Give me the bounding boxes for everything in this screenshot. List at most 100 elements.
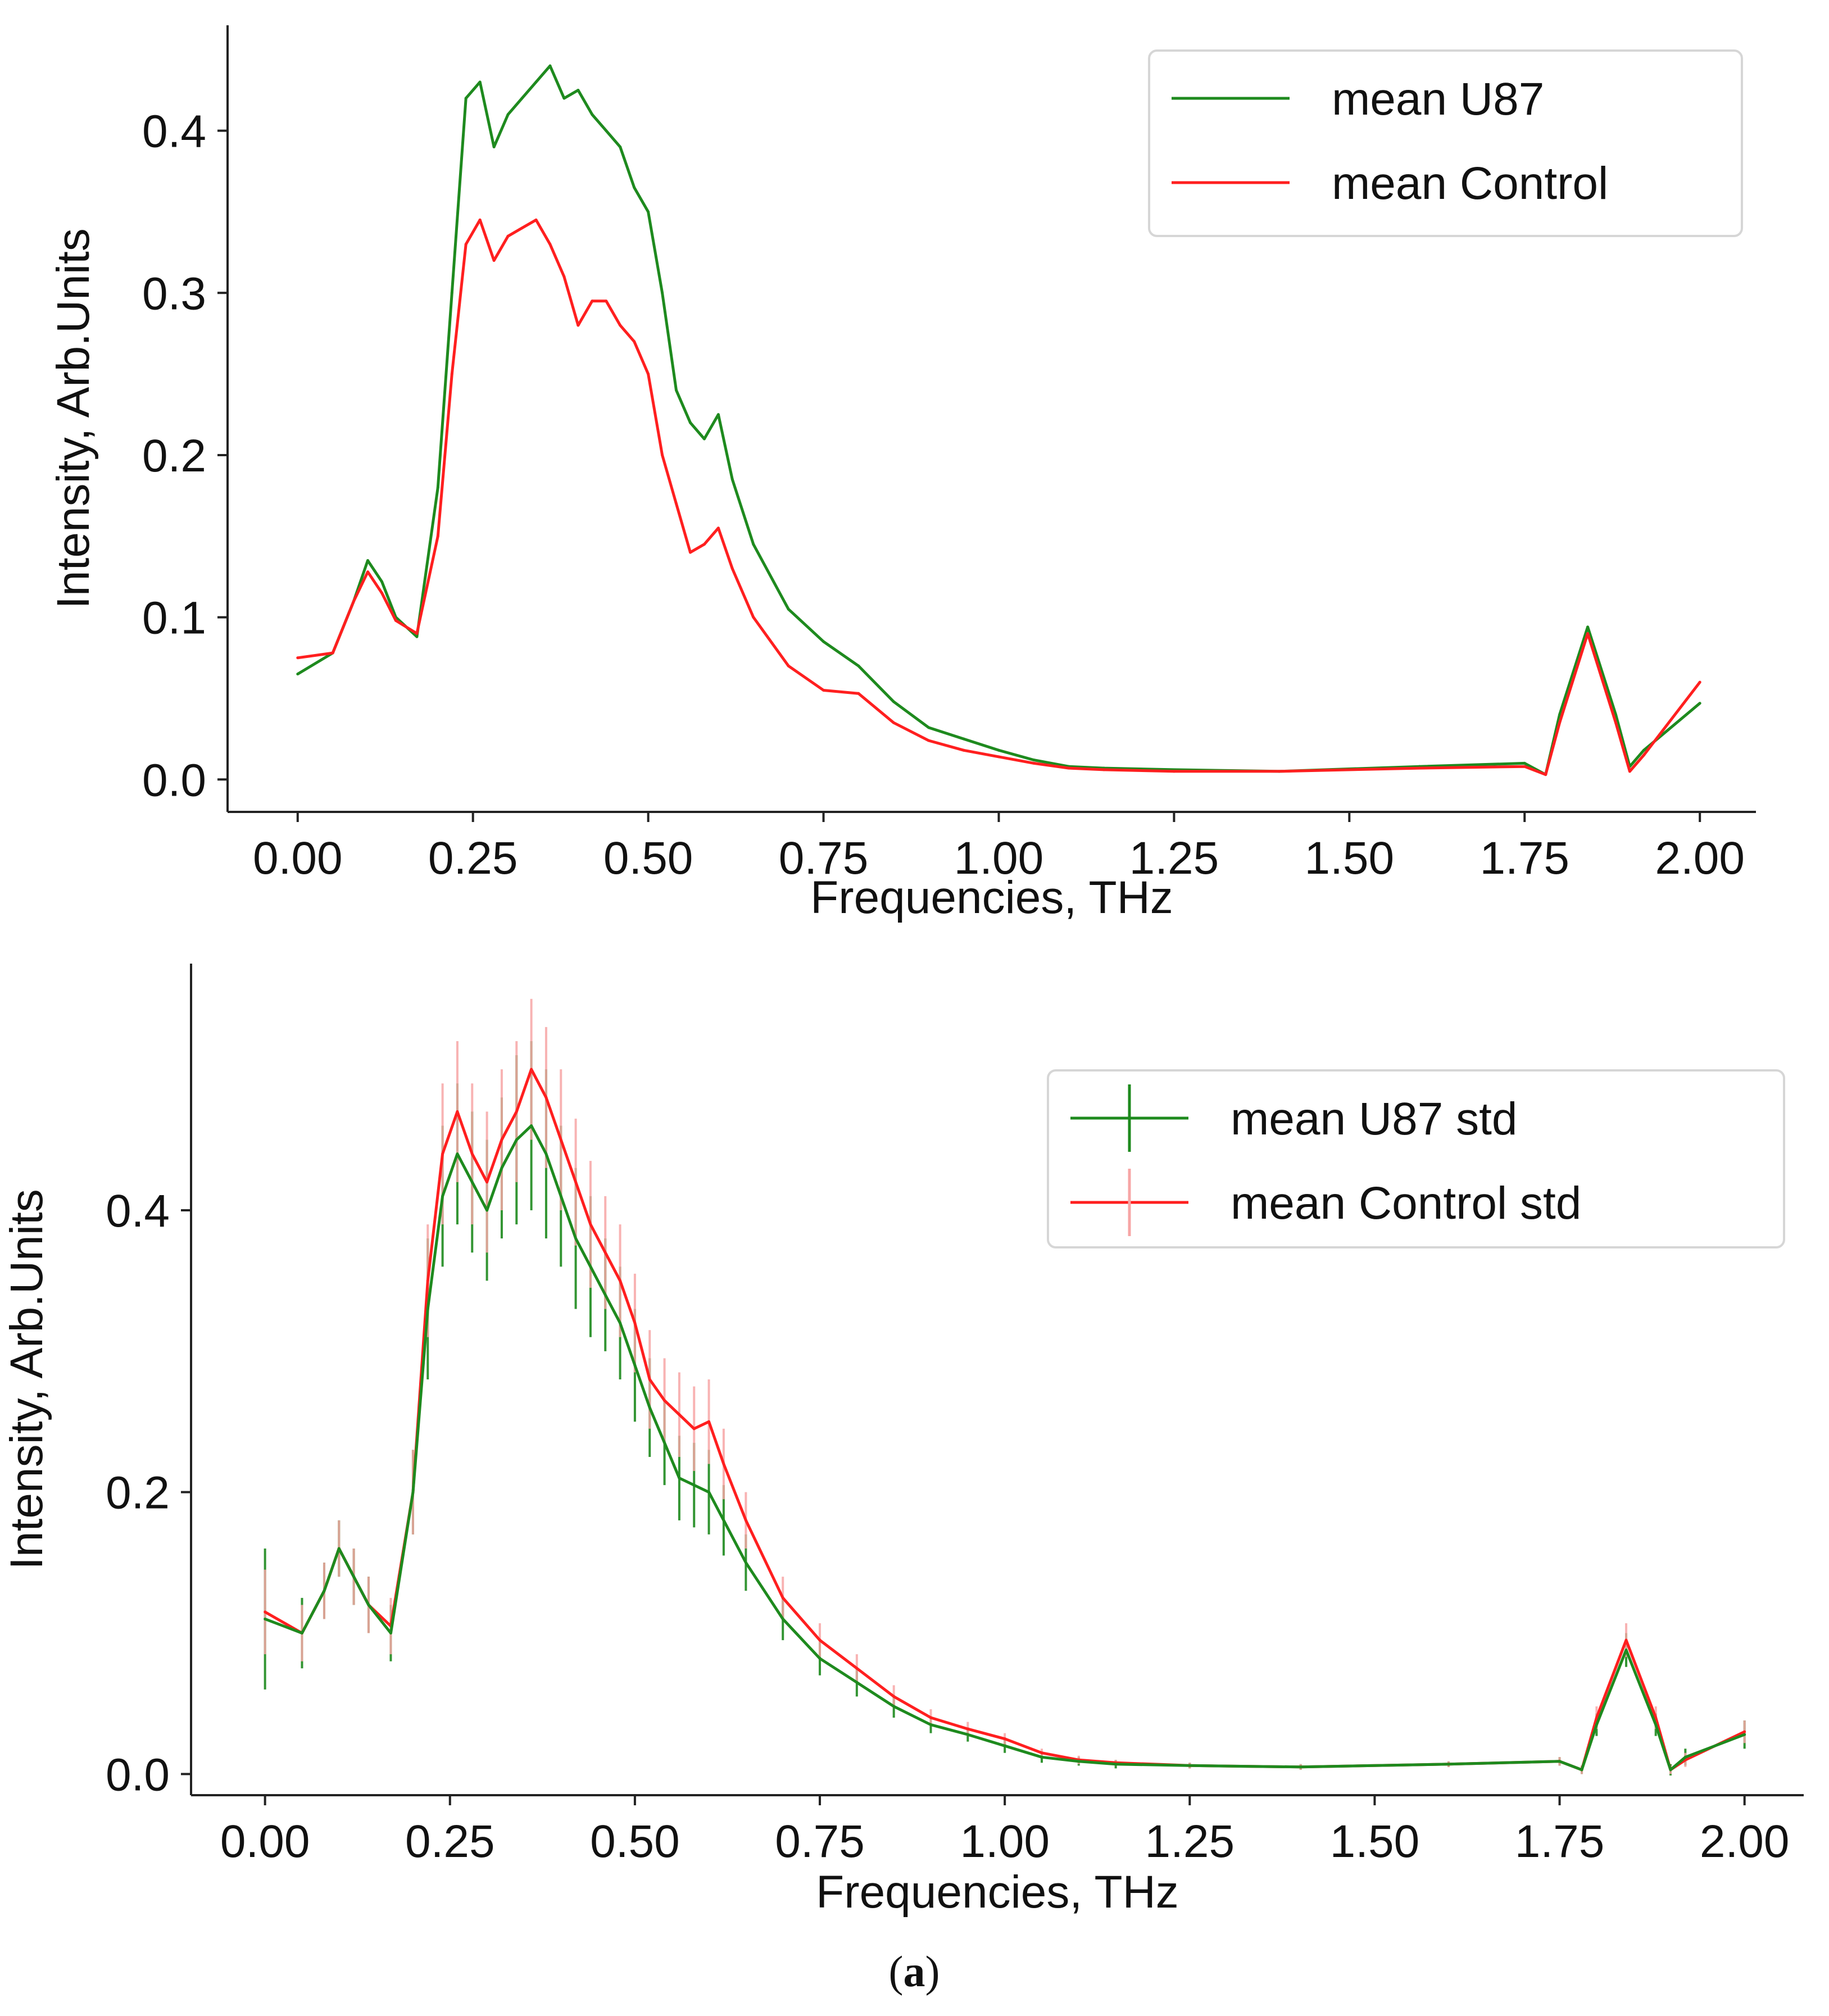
data-point bbox=[1642, 748, 1645, 752]
data-point bbox=[367, 1603, 370, 1606]
data-point bbox=[892, 1695, 896, 1698]
data-point bbox=[1077, 1760, 1081, 1763]
data-point bbox=[647, 210, 650, 214]
legend-box bbox=[1148, 49, 1743, 237]
x-axis-label: Frequencies, THz bbox=[810, 872, 1173, 923]
data-point bbox=[1040, 1751, 1043, 1755]
data-point bbox=[1614, 721, 1617, 724]
data-point bbox=[352, 600, 356, 603]
x-tick-label: 0.00 bbox=[220, 1816, 310, 1867]
data-point bbox=[366, 570, 370, 574]
chart-bottom: 0.00 0.25 0.50 0.75 1.00 1.25 1.50 1.75 2.00 0.0 0… bbox=[1, 964, 1804, 1918]
data-point bbox=[1032, 759, 1036, 762]
data-point bbox=[781, 1617, 784, 1620]
data-point bbox=[485, 1180, 489, 1184]
data-point bbox=[415, 632, 419, 635]
data-point bbox=[544, 1096, 548, 1099]
data-point bbox=[633, 340, 636, 343]
data-point bbox=[1743, 1733, 1746, 1736]
data-point bbox=[818, 1638, 822, 1642]
data-point bbox=[603, 1251, 607, 1254]
data-point bbox=[559, 1138, 562, 1142]
data-point bbox=[1698, 680, 1701, 684]
data-point bbox=[548, 64, 552, 67]
data-point bbox=[966, 1727, 969, 1731]
data-point bbox=[577, 88, 580, 92]
data-point bbox=[1614, 713, 1617, 716]
data-point bbox=[436, 534, 439, 538]
data-point bbox=[744, 1561, 747, 1564]
legend-label: mean U87 bbox=[1332, 74, 1544, 125]
data-point bbox=[744, 1519, 747, 1522]
data-point bbox=[577, 324, 580, 327]
data-point bbox=[787, 664, 790, 668]
data-point bbox=[492, 145, 496, 148]
data-point bbox=[1558, 721, 1562, 724]
y-axis-label: Intensity, Arb.Units bbox=[48, 228, 99, 609]
data-point bbox=[559, 1195, 562, 1198]
x-tick-label: 1.25 bbox=[1145, 1816, 1235, 1867]
data-point bbox=[1523, 765, 1526, 768]
data-point bbox=[962, 748, 965, 752]
caption-close-paren: ) bbox=[925, 1947, 940, 1996]
legend-item: mean U87 bbox=[1172, 74, 1544, 125]
data-point bbox=[574, 1237, 578, 1240]
y-tick-label: 0.2 bbox=[142, 430, 206, 482]
x-tick-label: 0.25 bbox=[405, 1816, 495, 1867]
data-point bbox=[1278, 770, 1281, 773]
data-point bbox=[264, 1617, 267, 1620]
data-point bbox=[661, 291, 664, 294]
data-point bbox=[663, 1399, 666, 1402]
x-tick-label: 1.00 bbox=[954, 833, 1044, 884]
data-point bbox=[506, 113, 510, 116]
figure-caption: (a) bbox=[889, 1947, 940, 1996]
data-point bbox=[722, 1463, 725, 1466]
legend-box bbox=[1047, 1069, 1785, 1248]
data-point bbox=[716, 413, 720, 416]
data-point bbox=[591, 299, 594, 303]
data-point bbox=[415, 635, 419, 638]
data-point bbox=[515, 1138, 518, 1142]
data-point bbox=[426, 1307, 429, 1311]
data-point bbox=[929, 1716, 933, 1719]
data-point bbox=[464, 97, 468, 100]
data-point bbox=[530, 1124, 533, 1127]
data-point bbox=[892, 721, 895, 724]
data-point bbox=[411, 1491, 415, 1494]
legend-label: mean Control bbox=[1332, 158, 1608, 209]
data-point bbox=[478, 218, 482, 221]
data-point bbox=[730, 567, 734, 570]
x-tick-label: 1.75 bbox=[1515, 1816, 1605, 1867]
data-point bbox=[1595, 1723, 1598, 1727]
x-tick-label: 1.25 bbox=[1129, 833, 1219, 884]
data-point bbox=[855, 1681, 859, 1684]
data-point bbox=[389, 1632, 392, 1635]
data-point bbox=[441, 1195, 444, 1198]
data-point bbox=[678, 1413, 681, 1416]
data-point bbox=[647, 373, 650, 376]
data-point bbox=[589, 1223, 592, 1226]
data-point bbox=[692, 1483, 696, 1487]
data-point bbox=[1188, 1764, 1191, 1767]
data-point bbox=[1102, 768, 1106, 771]
data-point bbox=[927, 739, 931, 742]
data-point bbox=[962, 737, 965, 741]
data-point bbox=[1558, 1760, 1562, 1763]
data-point bbox=[1558, 713, 1562, 716]
x-tick-label: 0.50 bbox=[603, 833, 693, 884]
data-point bbox=[380, 580, 383, 583]
data-point bbox=[966, 1733, 969, 1736]
x-tick-label: 0.75 bbox=[775, 1816, 865, 1867]
data-point bbox=[603, 1293, 607, 1296]
data-point bbox=[464, 243, 468, 246]
data-point bbox=[1003, 1744, 1006, 1747]
data-point bbox=[752, 616, 755, 619]
x-tick-label: 0.25 bbox=[428, 833, 518, 884]
legend-item: mean U87 std bbox=[1070, 1084, 1518, 1152]
data-point bbox=[1698, 702, 1701, 705]
data-point bbox=[1544, 773, 1547, 777]
data-point bbox=[500, 1166, 503, 1170]
data-point bbox=[822, 689, 825, 692]
data-point bbox=[1172, 770, 1176, 773]
